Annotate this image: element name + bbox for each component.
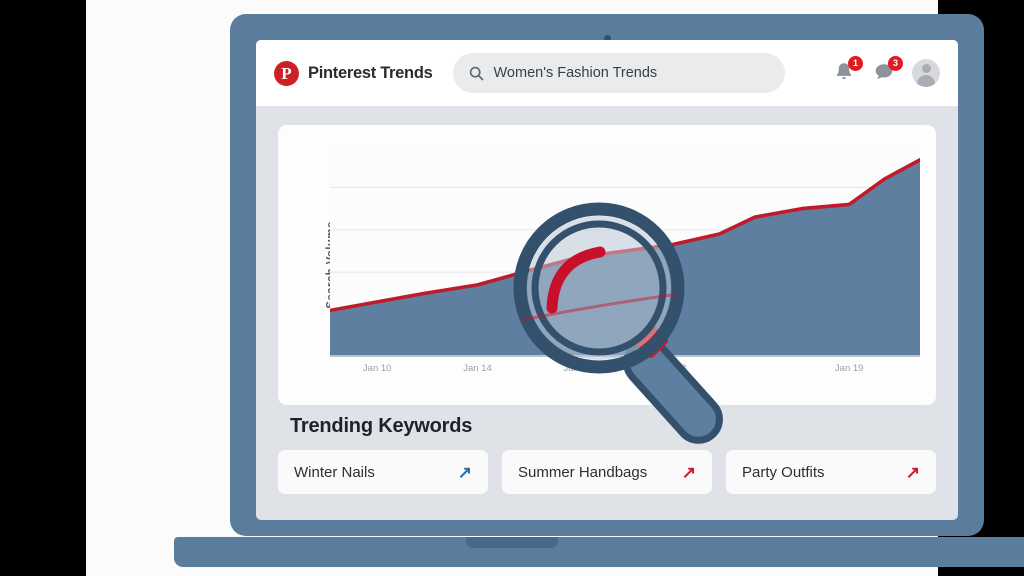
search-input[interactable]: Women's Fashion Trends bbox=[493, 65, 658, 81]
laptop-base bbox=[174, 537, 1024, 567]
app-header: P Pinterest Trends Women's Fashion Trend… bbox=[256, 40, 958, 106]
app-header-actions: 1 3 bbox=[832, 56, 940, 87]
messages-button[interactable]: 3 bbox=[872, 56, 903, 86]
trend-up-arrow-icon: ↗ bbox=[681, 462, 696, 482]
area-chart-svg bbox=[330, 145, 920, 357]
chart-x-tick-label: Jan 17 bbox=[563, 363, 593, 374]
trending-keyword-chip[interactable]: Party Outfits ↗ bbox=[726, 450, 936, 494]
notifications-badge: 1 bbox=[848, 56, 863, 71]
bell-icon bbox=[836, 63, 852, 80]
message-bubble-icon bbox=[875, 64, 893, 79]
search-icon bbox=[469, 66, 484, 81]
trending-keyword-label: Summer Handbags bbox=[518, 463, 648, 481]
trending-keyword-label: Party Outfits bbox=[742, 463, 825, 481]
trending-keywords-heading: Trending Keywords bbox=[290, 415, 473, 437]
laptop-base-notch bbox=[466, 537, 558, 548]
pinterest-logo-icon: P bbox=[274, 60, 299, 86]
chart-x-tick-label: Jan 10 bbox=[362, 363, 392, 374]
trending-keyword-label: Winter Nails bbox=[294, 463, 375, 481]
search-bar[interactable]: Women's Fashion Trends bbox=[452, 53, 785, 93]
trend-up-arrow-icon: ↗ bbox=[457, 462, 472, 482]
chart-x-tick-label: Jan 28 bbox=[657, 363, 687, 374]
trending-keyword-chip[interactable]: Summer Handbags ↗ bbox=[502, 450, 712, 494]
illustration-canvas: P Pinterest Trends Women's Fashion Trend… bbox=[86, 0, 1024, 576]
avatar[interactable] bbox=[912, 59, 940, 87]
messages-badge: 3 bbox=[888, 56, 903, 71]
trend-up-arrow-icon: ↗ bbox=[905, 462, 920, 482]
brand-logo[interactable]: P Pinterest Trends bbox=[274, 60, 433, 86]
chart-x-axis-ticks: Jan 10 Jan 14 Jan 17 Jan 28 Jan 19 bbox=[330, 363, 920, 381]
webcam-icon bbox=[603, 35, 611, 42]
chart-x-tick-label: Jan 19 bbox=[834, 363, 864, 374]
trending-keyword-chip[interactable]: Winter Nails ↗ bbox=[278, 450, 488, 494]
brand-name: Pinterest Trends bbox=[308, 63, 433, 82]
notifications-button[interactable]: 1 bbox=[832, 56, 863, 86]
laptop-screen: P Pinterest Trends Women's Fashion Trend… bbox=[256, 40, 958, 520]
chart-x-tick-label: Jan 14 bbox=[463, 363, 492, 374]
trending-keywords-list: Winter Nails ↗ Summer Handbags ↗ Party Outfi… bbox=[278, 450, 936, 494]
chart-plot-area bbox=[330, 145, 920, 357]
